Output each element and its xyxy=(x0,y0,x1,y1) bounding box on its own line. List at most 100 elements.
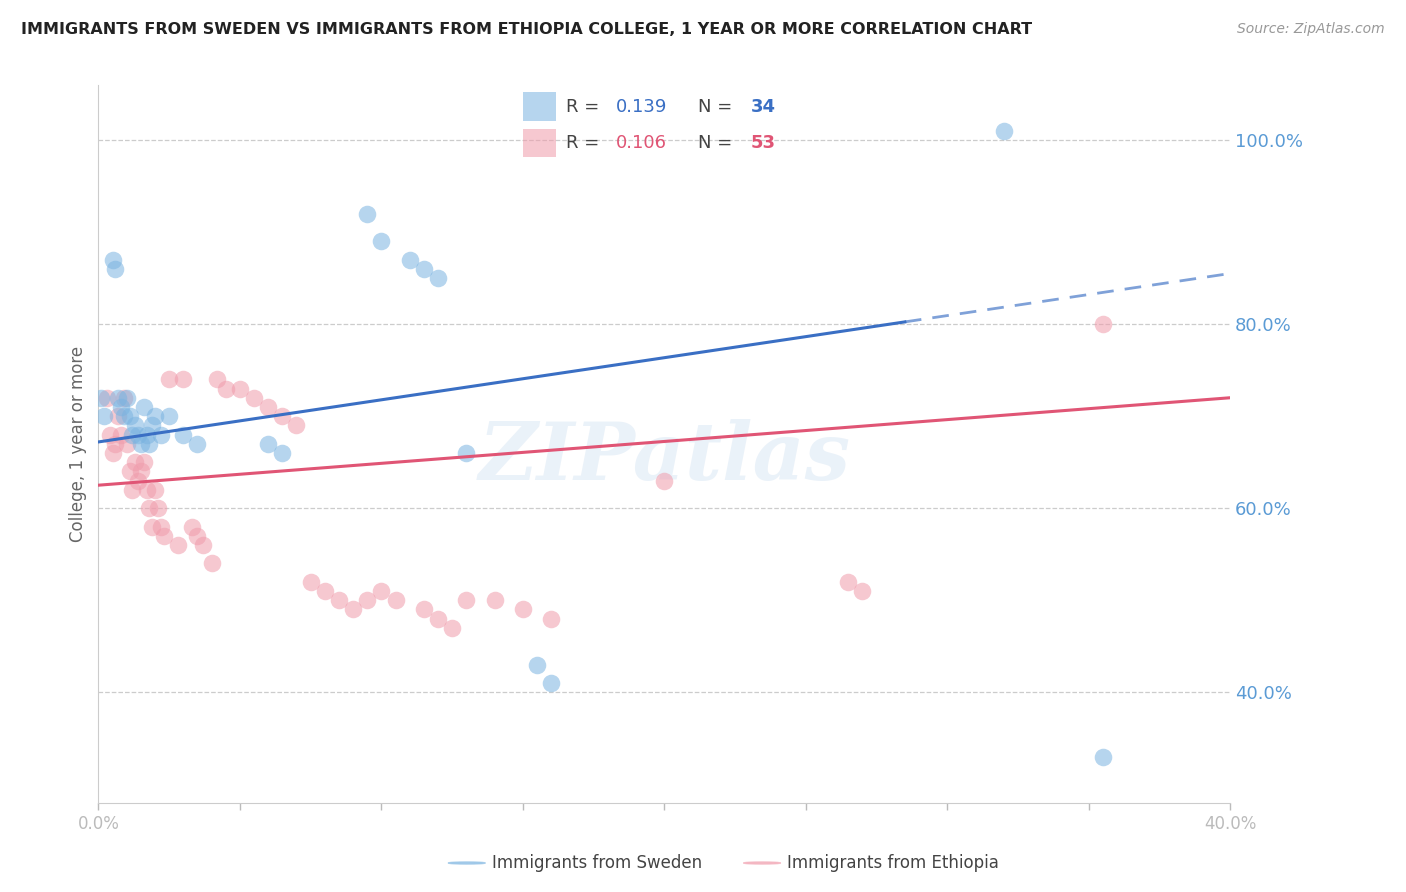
Point xyxy=(186,437,208,451)
Point xyxy=(512,602,534,616)
Point xyxy=(215,382,238,396)
Point xyxy=(124,418,146,433)
Text: 0.139: 0.139 xyxy=(616,97,666,116)
Point xyxy=(112,409,135,424)
FancyBboxPatch shape xyxy=(523,92,557,121)
Point xyxy=(271,409,294,424)
Point xyxy=(143,409,166,424)
Point xyxy=(257,437,280,451)
Point xyxy=(166,538,188,552)
Point xyxy=(127,427,149,442)
Point xyxy=(157,409,180,424)
Point xyxy=(138,501,160,516)
Text: N =: N = xyxy=(699,97,738,116)
Point xyxy=(427,271,450,285)
Point xyxy=(138,437,160,451)
Y-axis label: College, 1 year or more: College, 1 year or more xyxy=(69,346,87,541)
Point xyxy=(135,483,157,497)
Point xyxy=(104,437,127,451)
Text: R =: R = xyxy=(567,97,605,116)
Point xyxy=(1091,749,1114,764)
Point xyxy=(191,538,214,552)
Point xyxy=(115,437,138,451)
Point xyxy=(93,409,115,424)
Point xyxy=(143,483,166,497)
Circle shape xyxy=(744,862,780,864)
Point xyxy=(107,409,129,424)
Point xyxy=(993,124,1015,138)
Point xyxy=(356,206,378,220)
Point xyxy=(540,676,562,690)
Point xyxy=(243,391,266,405)
Text: IMMIGRANTS FROM SWEDEN VS IMMIGRANTS FROM ETHIOPIA COLLEGE, 1 YEAR OR MORE CORRE: IMMIGRANTS FROM SWEDEN VS IMMIGRANTS FRO… xyxy=(21,22,1032,37)
Point xyxy=(484,593,506,607)
Point xyxy=(180,519,202,533)
Point xyxy=(149,519,172,533)
Point xyxy=(104,261,127,276)
Point xyxy=(129,437,152,451)
Point xyxy=(540,612,562,626)
Text: ZIPatlas: ZIPatlas xyxy=(478,419,851,497)
Text: Immigrants from Sweden: Immigrants from Sweden xyxy=(492,854,702,872)
Circle shape xyxy=(449,862,485,864)
Point xyxy=(132,455,155,469)
Point xyxy=(384,593,406,607)
Point xyxy=(837,574,859,589)
Point xyxy=(101,446,124,460)
Text: 34: 34 xyxy=(751,97,776,116)
Point xyxy=(328,593,350,607)
Point xyxy=(101,252,124,267)
Point xyxy=(356,593,378,607)
Point xyxy=(456,446,478,460)
Point xyxy=(257,400,280,414)
Text: 53: 53 xyxy=(751,134,776,152)
Point xyxy=(172,372,194,386)
Point xyxy=(107,391,129,405)
Point xyxy=(412,602,434,616)
Point xyxy=(98,427,121,442)
Point xyxy=(141,519,163,533)
Point xyxy=(124,455,146,469)
Text: N =: N = xyxy=(699,134,738,152)
Point xyxy=(172,427,194,442)
Point xyxy=(412,261,434,276)
Point xyxy=(201,557,224,571)
Point xyxy=(115,391,138,405)
Point xyxy=(229,382,252,396)
Point xyxy=(96,391,118,405)
Point xyxy=(127,474,149,488)
Point xyxy=(299,574,322,589)
Text: Source: ZipAtlas.com: Source: ZipAtlas.com xyxy=(1237,22,1385,37)
Point xyxy=(121,483,143,497)
Text: 0.106: 0.106 xyxy=(616,134,666,152)
Point xyxy=(1091,317,1114,331)
Point xyxy=(110,400,132,414)
Point xyxy=(342,602,364,616)
Point xyxy=(207,372,229,386)
Point xyxy=(90,391,112,405)
Point xyxy=(112,391,135,405)
Text: R =: R = xyxy=(567,134,605,152)
Point xyxy=(441,621,464,635)
Point xyxy=(146,501,169,516)
Point xyxy=(118,464,141,478)
Point xyxy=(118,409,141,424)
Point xyxy=(271,446,294,460)
Point xyxy=(652,474,676,488)
Point xyxy=(427,612,450,626)
Point xyxy=(186,529,208,543)
Point xyxy=(149,427,172,442)
Point xyxy=(152,529,174,543)
Text: Immigrants from Ethiopia: Immigrants from Ethiopia xyxy=(787,854,1000,872)
Point xyxy=(129,464,152,478)
FancyBboxPatch shape xyxy=(523,128,557,158)
Point xyxy=(110,427,132,442)
Point xyxy=(314,584,336,599)
Point xyxy=(121,427,143,442)
Point xyxy=(456,593,478,607)
Point xyxy=(135,427,157,442)
Point xyxy=(370,584,392,599)
Point xyxy=(851,584,873,599)
Point xyxy=(398,252,420,267)
Point xyxy=(526,657,548,672)
